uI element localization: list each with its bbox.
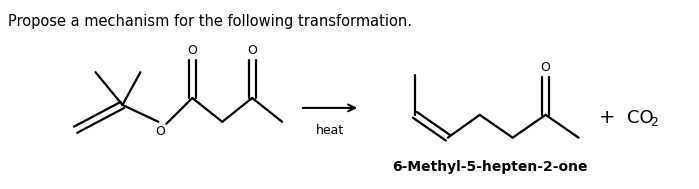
Text: +: + xyxy=(599,108,616,127)
Text: 2: 2 xyxy=(650,116,658,129)
Text: CO: CO xyxy=(628,109,654,127)
Text: O: O xyxy=(155,125,166,138)
Text: heat: heat xyxy=(316,124,344,137)
Text: O: O xyxy=(187,44,197,57)
Text: O: O xyxy=(540,61,551,74)
Text: 6-Methyl-5-hepten-2-one: 6-Methyl-5-hepten-2-one xyxy=(392,160,587,174)
Text: Propose a mechanism for the following transformation.: Propose a mechanism for the following tr… xyxy=(8,14,412,29)
Text: O: O xyxy=(247,44,257,57)
